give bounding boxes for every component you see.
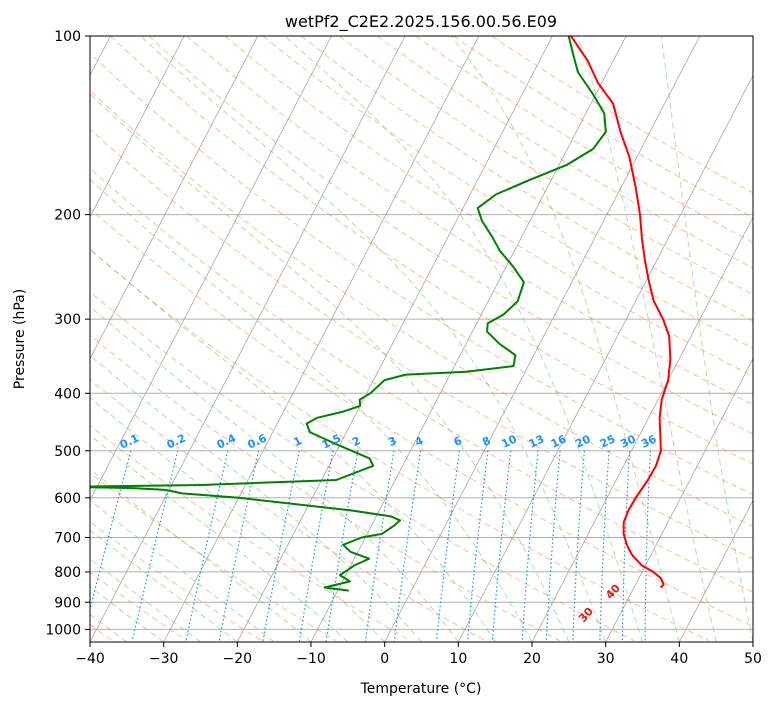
- y-tick-label: 700: [54, 531, 81, 547]
- isotherm-line: [384, 36, 701, 642]
- x-tick-label: 0: [380, 651, 389, 667]
- y-tick-label: 500: [54, 444, 81, 460]
- y-tick-label: 200: [54, 208, 81, 224]
- mixing-ratio-line: [545, 450, 561, 642]
- dry-adiabat-line: [90, 207, 753, 627]
- x-tick-label: 30: [597, 651, 615, 667]
- isotherm-line: [457, 74, 753, 642]
- mixing-ratio-label: 16: [549, 432, 569, 450]
- moist-adiabat-line: [90, 558, 201, 642]
- dry-adiabat-line: [90, 128, 753, 560]
- mixing-ratio-label: 30: [618, 432, 638, 450]
- x-tick-label: 10: [449, 651, 467, 667]
- moist-adiabats: [90, 36, 753, 642]
- mixing-ratio-line: [599, 450, 610, 642]
- isotherm-line: [163, 36, 480, 642]
- temperature-profile-line: [570, 36, 672, 589]
- y-tick-label: 1000: [45, 622, 81, 638]
- y-tick-label: 800: [54, 565, 81, 581]
- moist-adiabat-line: [90, 93, 570, 642]
- moist-adiabat-line: [90, 178, 533, 642]
- isotherm-line: [236, 36, 553, 642]
- x-tick-label: 40: [670, 651, 688, 667]
- mixing-ratio-label: 20: [573, 432, 593, 450]
- dry-adiabat-line: [90, 52, 753, 496]
- chart-title: wetPf2_C2E2.2025.156.00.56.E09: [285, 12, 557, 32]
- isotherm-line: [310, 36, 627, 642]
- dewpoint-profile-line: [90, 36, 607, 592]
- y-tick-label: 600: [54, 491, 81, 507]
- x-axis-title: Temperature (°C): [360, 681, 482, 697]
- mixing-ratio-line: [491, 450, 512, 642]
- dry-adiabat-line: [90, 379, 486, 641]
- moist-adiabat-line: [90, 434, 349, 642]
- y-tick-label: 300: [54, 312, 81, 328]
- mixing-ratio-line: [262, 450, 300, 642]
- isotherm-line: [605, 357, 753, 642]
- mixing-ratio-line: [325, 450, 359, 642]
- moist-adiabat-line: [90, 586, 164, 642]
- mixing-ratio-line: [90, 450, 132, 612]
- moist-adiabat-line: [660, 36, 753, 642]
- isotherm-line: [90, 36, 185, 218]
- x-tick-label: −30: [149, 651, 179, 667]
- mixing-ratio-label: 25: [598, 433, 617, 451]
- mixing-ratio-line: [185, 450, 229, 642]
- mixing-ratio-line: [435, 450, 460, 642]
- mixing-ratio-line: [521, 450, 539, 642]
- mixing-ratio-line: [644, 450, 651, 642]
- moist-adiabat-line: [140, 36, 607, 642]
- mixing-ratio-line: [621, 450, 631, 642]
- moist-adiabat-line: [90, 248, 496, 642]
- y-axis-title: Pressure (hPa): [12, 289, 28, 389]
- y-tick-label: 100: [54, 29, 81, 45]
- dry-adiabat-line: [90, 89, 753, 527]
- dry-adiabat-line: [90, 167, 753, 593]
- x-tick-label: 50: [744, 651, 762, 667]
- y-axis-ticks: 100 200 300 400 500 600 700 800 900 1000: [45, 29, 90, 638]
- mixing-ratio-label: 13: [527, 433, 546, 451]
- mixing-ratio-line: [466, 450, 489, 642]
- plot-frame: [89, 35, 754, 643]
- x-tick-label: −40: [75, 651, 105, 667]
- isotherm-line: [90, 36, 259, 360]
- mixing-ratio-line: [572, 450, 585, 642]
- mixing-ratio-line: [393, 450, 422, 642]
- isotherm-line: [678, 499, 753, 642]
- mixing-ratio-line: [298, 450, 334, 642]
- y-tick-label: 900: [54, 595, 81, 611]
- isotherm-line: [531, 216, 753, 642]
- x-tick-label: −20: [223, 651, 253, 667]
- x-tick-label: −10: [296, 651, 326, 667]
- dry-adiabat-line: [90, 291, 635, 641]
- isotherm-line: [90, 36, 332, 502]
- moist-adiabat-line: [90, 397, 386, 642]
- sounding-profiles: [90, 36, 672, 592]
- mixing-ratio-lines: [90, 450, 651, 642]
- moist-adiabat-line: [90, 306, 459, 642]
- mixing-ratio-label: 10: [500, 432, 520, 450]
- moist-adiabat-line: [577, 36, 717, 642]
- x-axis-ticks: −40 −30 −20 −10 0 10 20 30 40 50: [75, 642, 762, 667]
- mixing-ratio-line: [218, 450, 260, 642]
- y-tick-label: 400: [54, 386, 81, 402]
- moist-adiabat-line: [450, 36, 680, 642]
- moist-adiabat-line: [284, 36, 643, 642]
- mixing-ratio-line: [131, 450, 179, 642]
- mixing-ratio-label: 36: [639, 432, 659, 450]
- x-tick-label: 20: [523, 651, 541, 667]
